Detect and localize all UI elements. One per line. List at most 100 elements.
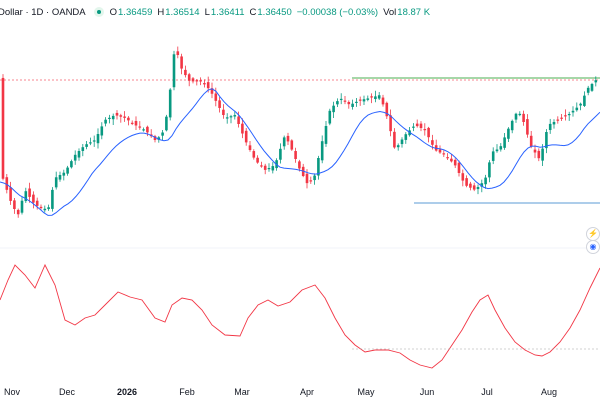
- candle: [564, 109, 567, 121]
- candle: [579, 102, 582, 111]
- candle-body: [43, 208, 47, 211]
- high-label: H: [157, 6, 165, 18]
- candle: [66, 165, 69, 176]
- candle: [172, 50, 176, 91]
- candle: [222, 104, 225, 119]
- candle-body: [484, 177, 487, 185]
- candle: [537, 148, 541, 162]
- indicator-icon[interactable]: ◉: [586, 240, 600, 254]
- candle-body: [412, 126, 415, 128]
- candle: [404, 132, 408, 144]
- alert-icon[interactable]: ⚡: [586, 227, 600, 241]
- candle-body: [35, 200, 39, 206]
- candle: [286, 132, 290, 145]
- candle: [567, 111, 571, 121]
- candle-body: [157, 137, 161, 140]
- candle-body: [58, 175, 62, 180]
- candle-body: [499, 146, 503, 150]
- candle-body: [130, 122, 134, 124]
- x-axis-label: 2026: [117, 387, 137, 397]
- candle-body: [339, 98, 343, 101]
- candle-body: [507, 128, 510, 139]
- symbol-title[interactable]: Dollar · 1D · OANDA: [0, 6, 86, 18]
- candle-body: [579, 103, 582, 106]
- candle-body: [62, 172, 66, 176]
- candle-body: [347, 102, 351, 105]
- candle: [484, 174, 487, 189]
- x-axis-label: Mar: [234, 387, 250, 397]
- candle-body: [575, 107, 579, 111]
- candle: [127, 116, 130, 126]
- candle: [355, 98, 358, 107]
- candle-body: [134, 120, 138, 126]
- candle-body: [461, 173, 465, 181]
- candle: [324, 120, 328, 147]
- candle: [153, 134, 157, 143]
- candle-body: [218, 100, 221, 108]
- candle: [556, 116, 560, 124]
- candle-body: [225, 117, 229, 119]
- candle: [39, 204, 43, 210]
- candle: [256, 155, 259, 164]
- candle-body: [400, 139, 404, 145]
- change-value: −0.00038 (−0.03%): [296, 6, 379, 18]
- close-label: C: [249, 6, 257, 18]
- candle: [453, 158, 457, 169]
- candle-body: [355, 101, 358, 103]
- status-dot-icon: [93, 7, 104, 17]
- candle-body: [32, 194, 35, 203]
- candle: [347, 100, 351, 109]
- candle: [62, 169, 66, 181]
- candle-body: [514, 113, 518, 120]
- candle: [165, 114, 168, 132]
- candle-body: [583, 95, 586, 106]
- candle: [423, 123, 427, 136]
- candle: [176, 46, 180, 59]
- candle-body: [567, 114, 571, 116]
- candle-body: [351, 103, 354, 107]
- candle: [309, 176, 313, 184]
- candle-body: [252, 151, 256, 158]
- candle: [241, 118, 244, 139]
- candle: [111, 113, 115, 126]
- volume-label: Vol: [383, 6, 397, 18]
- candle-body: [431, 140, 434, 145]
- low-label: L: [204, 6, 210, 18]
- candle-body: [73, 154, 77, 161]
- candle-body: [244, 130, 248, 143]
- candle-body: [324, 126, 328, 144]
- candle-body: [210, 88, 214, 94]
- candle-body: [560, 117, 563, 119]
- candle: [548, 118, 552, 134]
- candle-body: [526, 119, 529, 135]
- candle: [328, 108, 332, 126]
- candle-body: [586, 87, 590, 93]
- candle-body: [13, 200, 16, 209]
- candle-body: [241, 123, 244, 134]
- candle: [400, 137, 404, 148]
- candle: [104, 117, 107, 127]
- candle-body: [427, 127, 430, 138]
- candle: [366, 95, 370, 102]
- candle: [115, 110, 119, 120]
- candle-body: [260, 165, 263, 167]
- candle: [358, 96, 362, 106]
- candle: [108, 114, 111, 124]
- candle-body: [522, 113, 525, 122]
- x-axis-label: Jun: [420, 387, 435, 397]
- candle: [415, 119, 419, 128]
- candle-body: [104, 119, 107, 124]
- candle: [533, 144, 537, 159]
- candle-body: [286, 135, 290, 142]
- candle: [575, 102, 579, 112]
- candle-body: [51, 189, 54, 209]
- open-label: O: [109, 6, 118, 18]
- candle-body: [180, 56, 183, 69]
- candle: [267, 163, 271, 172]
- candle: [229, 114, 233, 124]
- candle: [92, 135, 96, 147]
- candle-body: [442, 153, 446, 155]
- candle: [73, 150, 77, 165]
- candle: [24, 187, 28, 203]
